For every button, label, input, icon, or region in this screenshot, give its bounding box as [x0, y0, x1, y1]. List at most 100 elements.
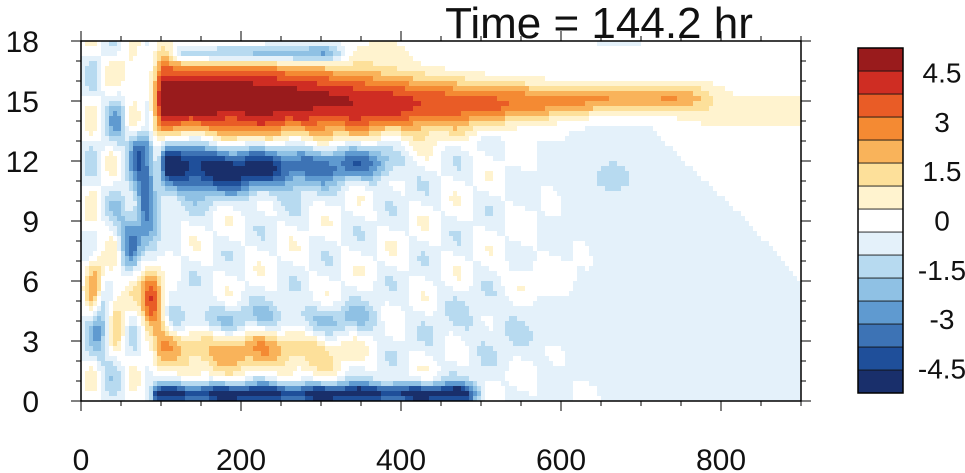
- heatmap-cell: [249, 171, 254, 177]
- heatmap-cell: [501, 76, 506, 82]
- heatmap-cell: [341, 86, 346, 92]
- heatmap-cell: [517, 131, 522, 137]
- heatmap-cell: [381, 86, 386, 92]
- heatmap-cell: [725, 141, 730, 147]
- heatmap-cell: [369, 96, 374, 102]
- heatmap-cell: [189, 41, 194, 47]
- heatmap-cell: [777, 66, 782, 72]
- heatmap-cell: [145, 176, 150, 182]
- heatmap-cell: [581, 176, 586, 182]
- heatmap-cell: [513, 111, 518, 117]
- heatmap-cell: [685, 131, 690, 137]
- heatmap-cell: [465, 146, 470, 152]
- heatmap-cell: [629, 86, 634, 92]
- heatmap-cell: [601, 51, 606, 57]
- heatmap-cell: [661, 41, 666, 47]
- heatmap-cell: [377, 81, 382, 87]
- heatmap-cell: [305, 161, 310, 167]
- heatmap-cell: [725, 131, 730, 137]
- heatmap-cell: [297, 41, 302, 47]
- heatmap-cell: [505, 176, 510, 182]
- heatmap-cell: [661, 126, 666, 132]
- heatmap-cell: [517, 136, 522, 142]
- heatmap-cell: [113, 51, 118, 57]
- heatmap-cell: [557, 106, 562, 112]
- heatmap-cell: [421, 141, 426, 147]
- heatmap-cell: [353, 56, 358, 62]
- heatmap-cell: [309, 121, 314, 127]
- heatmap-cell: [697, 61, 702, 67]
- heatmap-cell: [233, 131, 238, 137]
- heatmap-cell: [693, 136, 698, 142]
- heatmap-cell: [121, 66, 126, 72]
- heatmap-cell: [757, 86, 762, 92]
- heatmap-cell: [653, 151, 658, 157]
- heatmap-cell: [721, 161, 726, 167]
- heatmap-cell: [321, 66, 326, 72]
- heatmap-cell: [409, 71, 414, 77]
- heatmap-cell: [181, 121, 186, 127]
- heatmap-cell: [141, 141, 146, 147]
- heatmap-cell: [185, 46, 190, 52]
- heatmap-cell: [169, 46, 174, 52]
- heatmap-cell: [249, 56, 254, 62]
- heatmap-cell: [745, 101, 750, 107]
- heatmap-cell: [361, 106, 366, 112]
- heatmap-cell: [785, 161, 790, 167]
- heatmap-cell: [521, 61, 526, 67]
- heatmap-cell: [665, 91, 670, 97]
- heatmap-cell: [429, 46, 434, 52]
- heatmap-cell: [489, 96, 494, 102]
- heatmap-cell: [425, 116, 430, 122]
- heatmap-cell: [233, 161, 238, 167]
- heatmap-cell: [749, 116, 754, 122]
- heatmap-cell: [213, 126, 218, 132]
- heatmap-cell: [641, 46, 646, 52]
- heatmap-cell: [737, 166, 742, 172]
- heatmap-cell: [305, 116, 310, 122]
- heatmap-cell: [473, 76, 478, 82]
- heatmap-cell: [289, 61, 294, 67]
- heatmap-cell: [181, 41, 186, 47]
- heatmap-cell: [341, 41, 346, 47]
- heatmap-cell: [433, 176, 438, 182]
- heatmap-cell: [505, 86, 510, 92]
- heatmap-cell: [585, 61, 590, 67]
- heatmap-cell: [85, 66, 90, 72]
- heatmap-cell: [765, 61, 770, 67]
- heatmap-cell: [541, 96, 546, 102]
- heatmap-cell: [673, 136, 678, 142]
- heatmap-cell: [793, 96, 798, 102]
- heatmap-cell: [189, 131, 194, 137]
- heatmap-cell: [305, 136, 310, 142]
- heatmap-cell: [489, 86, 494, 92]
- heatmap-cell: [421, 121, 426, 127]
- heatmap-cell: [745, 41, 750, 47]
- heatmap-cell: [725, 166, 730, 172]
- heatmap-cell: [293, 51, 298, 57]
- heatmap-cell: [501, 136, 506, 142]
- heatmap-cell: [201, 116, 206, 122]
- heatmap-cell: [357, 51, 362, 57]
- heatmap-cell: [169, 76, 174, 82]
- heatmap-cell: [721, 171, 726, 177]
- heatmap-cell: [245, 66, 250, 72]
- heatmap-cell: [705, 86, 710, 92]
- heatmap-cell: [545, 116, 550, 122]
- heatmap-cell: [309, 166, 314, 172]
- heatmap-cell: [385, 176, 390, 182]
- heatmap-cell: [189, 146, 194, 152]
- heatmap-cell: [765, 86, 770, 92]
- heatmap-cell: [677, 81, 682, 87]
- heatmap-field: [81, 41, 801, 401]
- heatmap-cell: [129, 136, 134, 142]
- heatmap-cell: [373, 141, 378, 147]
- heatmap-cell: [485, 46, 490, 52]
- heatmap-cell: [381, 76, 386, 82]
- heatmap-cell: [161, 51, 166, 57]
- heatmap-cell: [545, 96, 550, 102]
- heatmap-cell: [645, 146, 650, 152]
- heatmap-cell: [205, 141, 210, 147]
- heatmap-cell: [401, 156, 406, 162]
- heatmap-cell: [481, 81, 486, 87]
